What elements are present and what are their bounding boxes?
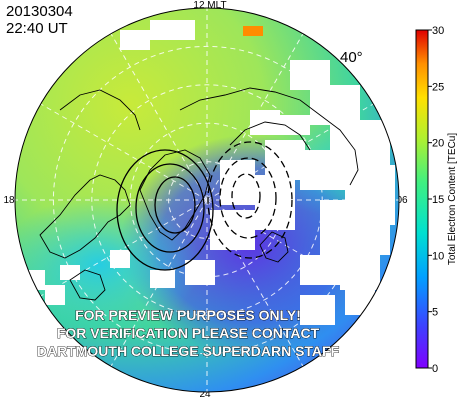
colorbar-ticks: 0 5 10 15 20 25 30 [428, 25, 444, 375]
data-gap [60, 265, 80, 280]
watermark-line-1: FOR PREVIEW PURPOSES ONLY! [75, 307, 301, 323]
coast-hudson [69, 269, 106, 301]
tec-hot-spot [243, 26, 263, 36]
coast-canada [39, 174, 131, 259]
coastlines [39, 87, 359, 301]
coast-siberia [229, 121, 311, 151]
data-gap [120, 30, 150, 50]
data-gap [250, 110, 280, 135]
data-gap [265, 140, 305, 180]
watermark-line-2: FOR VERIFICATION PLEASE CONTACT [57, 325, 320, 341]
data-gaps [20, 20, 395, 325]
mlt-meridian [206, 199, 304, 367]
coast-greenland [139, 149, 211, 241]
data-gap [185, 260, 215, 285]
dusk-cell-outer [116, 149, 214, 271]
colorbar-tick-label: 15 [432, 194, 444, 206]
watermark-line-3: DARTMOUTH COLLEGE SUPERDARN STAFF [37, 343, 340, 359]
dawn-cell [207, 141, 293, 259]
dusk-cell-mid [135, 163, 205, 253]
mlt-label-top: 12 MLT [193, 0, 226, 11]
data-gap [110, 250, 130, 268]
dusk-cell-inner [154, 176, 196, 234]
graticule [15, 8, 399, 392]
data-gap [150, 270, 175, 288]
colorbar-gradient [415, 29, 429, 369]
colorbar-tick-label: 10 [432, 250, 444, 262]
mlt-meridian [110, 33, 208, 201]
data-gap [210, 210, 255, 250]
map-boundary [14, 7, 400, 393]
convection-pattern [116, 141, 293, 271]
dawn-cell-mid [219, 157, 277, 239]
colorbar-tick-label: 30 [432, 25, 444, 37]
mlt-label-left: 18 [3, 195, 15, 206]
data-gap [45, 285, 65, 305]
polar-map [14, 7, 400, 393]
data-gap [345, 290, 375, 315]
data-gap [310, 85, 360, 125]
mlt-meridian [110, 199, 208, 367]
mlt-label-bottom: 24 [199, 389, 211, 400]
colorbar-tick-label: 25 [432, 81, 444, 93]
latitude-label: 40° [340, 49, 363, 66]
latitude-ring [91, 84, 323, 316]
data-gap [340, 250, 380, 290]
time-label: 22:40 UT [6, 20, 68, 37]
colorbar-tick-label: 5 [432, 307, 438, 319]
dawn-cell-inner [231, 173, 261, 219]
watermark: FOR PREVIEW PURPOSES ONLY! FOR VERIFICAT… [36, 307, 340, 360]
coast-alaska [59, 89, 141, 131]
coast-eurasia [179, 87, 359, 186]
mlt-meridian [40, 199, 208, 297]
coast-scandinavia [259, 231, 289, 263]
dawn-cell-outer [207, 141, 293, 259]
data-gap [300, 150, 350, 190]
colorbar-tick-label: 0 [432, 363, 438, 375]
data-gap [255, 175, 295, 230]
data-gap [300, 295, 335, 325]
dusk-cell [116, 149, 214, 271]
colorbar-label: Total Electron Content [TECu] [447, 133, 458, 266]
data-gap [150, 20, 195, 40]
data-gap [360, 230, 390, 255]
date-label: 20130304 [6, 3, 73, 20]
mlt-meridian [206, 33, 304, 201]
mlt-meridian [206, 199, 374, 297]
colorbar: 0 5 10 15 20 25 30 Total Electron Content [TEC… [415, 25, 458, 375]
mlt-meridian [40, 103, 208, 201]
mlt-label-right: 06 [396, 195, 408, 206]
colorbar-tick-label: 20 [432, 138, 444, 150]
data-gap [300, 255, 345, 285]
